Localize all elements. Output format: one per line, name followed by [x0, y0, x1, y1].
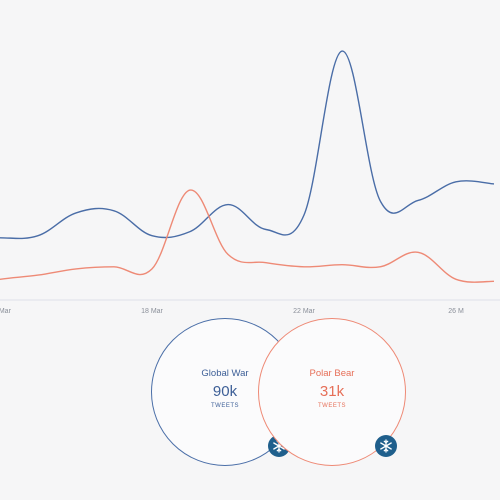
global-war-value: 90k	[212, 383, 238, 400]
polar-bear-unit: TWEETS	[318, 403, 346, 409]
snowflake-icon[interactable]	[375, 435, 397, 457]
polar-bear-name: Polar Bear	[309, 368, 355, 379]
tick-layer: 14 Mar 18 Mar 22 Mar 26 M	[0, 308, 464, 315]
x-tick-label: 18 Mar	[141, 308, 163, 315]
global-war-unit: TWEETS	[211, 403, 239, 409]
series-layer	[0, 50, 495, 283]
polar-bear-card[interactable]: Polar Bear 31k TWEETS	[258, 318, 406, 466]
polar-bear-value: 31k	[319, 383, 345, 400]
x-tick-label: 14 Mar	[0, 308, 12, 315]
x-tick-label: 22 Mar	[293, 308, 315, 315]
global-war-name: Global War	[201, 368, 249, 379]
x-tick-label: 26 M	[448, 308, 464, 315]
line-chart: 14 Mar 18 Mar 22 Mar 26 M	[0, 50, 500, 315]
series-line-global-war	[0, 50, 495, 240]
series-line-polar-bear	[0, 189, 495, 283]
